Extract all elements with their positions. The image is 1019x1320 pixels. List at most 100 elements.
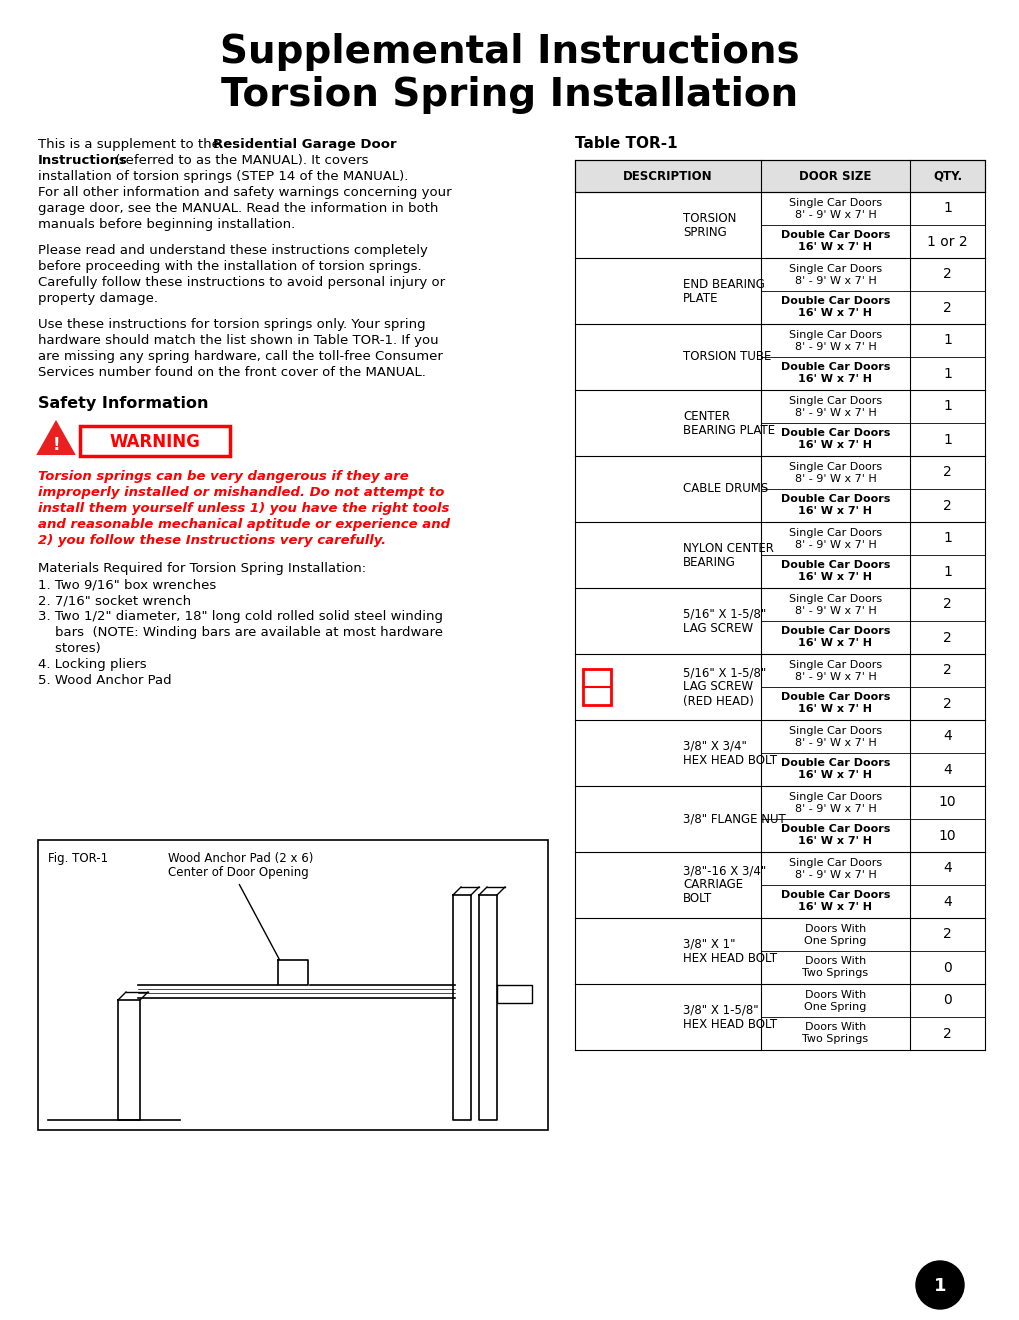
- Text: Double Car Doors: Double Car Doors: [781, 231, 890, 240]
- Polygon shape: [138, 985, 454, 998]
- Text: 2: 2: [943, 499, 951, 512]
- Text: Instructions: Instructions: [38, 154, 127, 168]
- Text: 1: 1: [943, 532, 951, 545]
- Text: 4: 4: [943, 862, 951, 875]
- Text: Safety Information: Safety Information: [38, 396, 208, 411]
- Text: END BEARING: END BEARING: [682, 277, 764, 290]
- Text: 16' W x 7' H: 16' W x 7' H: [798, 441, 871, 450]
- Text: BEARING PLATE: BEARING PLATE: [682, 424, 774, 437]
- Text: 8' - 9' W x 7' H: 8' - 9' W x 7' H: [794, 738, 875, 747]
- Text: Single Car Doors: Single Car Doors: [788, 528, 881, 537]
- Text: 2. 7/16" socket wrench: 2. 7/16" socket wrench: [38, 594, 191, 607]
- Text: 16' W x 7' H: 16' W x 7' H: [798, 309, 871, 318]
- Text: Double Car Doors: Double Car Doors: [781, 363, 890, 372]
- Text: Table TOR-1: Table TOR-1: [575, 136, 677, 150]
- Text: Double Car Doors: Double Car Doors: [781, 627, 890, 636]
- Text: BOLT: BOLT: [682, 892, 711, 906]
- Text: 5/16" X 1-5/8": 5/16" X 1-5/8": [682, 667, 765, 680]
- Text: Torsion springs can be very dangerous if they are: Torsion springs can be very dangerous if…: [38, 470, 409, 483]
- Text: property damage.: property damage.: [38, 292, 158, 305]
- Text: Single Car Doors: Single Car Doors: [788, 462, 881, 471]
- Text: Wood Anchor Pad (2 x 6): Wood Anchor Pad (2 x 6): [168, 851, 313, 865]
- Text: Please read and understand these instructions completely: Please read and understand these instruc…: [38, 244, 427, 257]
- Text: 3/8"-16 X 3/4": 3/8"-16 X 3/4": [682, 865, 765, 878]
- Text: CABLE DRUMS: CABLE DRUMS: [682, 483, 767, 495]
- Text: 3/8" FLANGE NUT: 3/8" FLANGE NUT: [682, 813, 785, 825]
- Text: Single Car Doors: Single Car Doors: [788, 330, 881, 339]
- Text: 2: 2: [943, 631, 951, 644]
- Text: 3/8" X 1-5/8": 3/8" X 1-5/8": [682, 1003, 758, 1016]
- Text: 1: 1: [943, 334, 951, 347]
- Text: 3/8" X 1": 3/8" X 1": [682, 937, 735, 950]
- Text: BEARING: BEARING: [682, 556, 735, 569]
- Text: 16' W x 7' H: 16' W x 7' H: [798, 771, 871, 780]
- Text: 16' W x 7' H: 16' W x 7' H: [798, 573, 871, 582]
- Text: 16' W x 7' H: 16' W x 7' H: [798, 705, 871, 714]
- Text: install them yourself unless 1) you have the right tools: install them yourself unless 1) you have…: [38, 502, 449, 515]
- Text: DOOR SIZE: DOOR SIZE: [799, 169, 871, 182]
- Text: 4: 4: [943, 730, 951, 743]
- Text: 16' W x 7' H: 16' W x 7' H: [798, 639, 871, 648]
- Text: HEX HEAD BOLT: HEX HEAD BOLT: [682, 952, 776, 965]
- Bar: [575, 160, 984, 191]
- Text: 4: 4: [943, 763, 951, 776]
- Text: Doors With: Doors With: [804, 990, 865, 999]
- Text: NYLON CENTER: NYLON CENTER: [682, 541, 773, 554]
- Text: bars  (NOTE: Winding bars are available at most hardware: bars (NOTE: Winding bars are available a…: [38, 626, 442, 639]
- Text: HEX HEAD BOLT: HEX HEAD BOLT: [682, 754, 776, 767]
- Text: manuals before beginning installation.: manuals before beginning installation.: [38, 218, 294, 231]
- Text: improperly installed or mishandled. Do not attempt to: improperly installed or mishandled. Do n…: [38, 486, 444, 499]
- Polygon shape: [479, 895, 496, 1119]
- Text: Double Car Doors: Double Car Doors: [781, 561, 890, 570]
- Text: Torsion Spring Installation: Torsion Spring Installation: [221, 77, 798, 114]
- Polygon shape: [118, 1001, 140, 1119]
- Text: 8' - 9' W x 7' H: 8' - 9' W x 7' H: [794, 672, 875, 681]
- Text: 1: 1: [943, 202, 951, 215]
- Text: Double Car Doors: Double Car Doors: [781, 759, 890, 768]
- Text: 4: 4: [943, 895, 951, 908]
- Text: Single Car Doors: Single Car Doors: [788, 594, 881, 603]
- Text: Use these instructions for torsion springs only. Your spring: Use these instructions for torsion sprin…: [38, 318, 425, 331]
- Text: 2: 2: [943, 598, 951, 611]
- Text: 2: 2: [943, 1027, 951, 1040]
- Text: installation of torsion springs (STEP 14 of the MANUAL).: installation of torsion springs (STEP 14…: [38, 170, 408, 183]
- Polygon shape: [278, 960, 308, 985]
- Text: Single Car Doors: Single Car Doors: [788, 264, 881, 273]
- Text: Residential Garage Door: Residential Garage Door: [213, 139, 396, 150]
- Text: are missing any spring hardware, call the toll-free Consumer: are missing any spring hardware, call th…: [38, 350, 442, 363]
- Text: Supplemental Instructions: Supplemental Instructions: [220, 33, 799, 71]
- Text: 0: 0: [943, 961, 951, 974]
- Text: One Spring: One Spring: [804, 1002, 866, 1011]
- Text: 3/8" X 3/4": 3/8" X 3/4": [682, 739, 746, 752]
- Text: 8' - 9' W x 7' H: 8' - 9' W x 7' H: [794, 276, 875, 285]
- Text: 8' - 9' W x 7' H: 8' - 9' W x 7' H: [794, 342, 875, 351]
- Text: hardware should match the list shown in Table TOR-1. If you: hardware should match the list shown in …: [38, 334, 438, 347]
- Text: 5. Wood Anchor Pad: 5. Wood Anchor Pad: [38, 675, 171, 686]
- Text: Materials Required for Torsion Spring Installation:: Materials Required for Torsion Spring In…: [38, 562, 366, 576]
- Text: 1: 1: [943, 433, 951, 446]
- Text: 1: 1: [943, 367, 951, 380]
- Text: 16' W x 7' H: 16' W x 7' H: [798, 837, 871, 846]
- Text: TORSION TUBE: TORSION TUBE: [682, 351, 770, 363]
- Text: Single Car Doors: Single Car Doors: [788, 858, 881, 867]
- Text: 8' - 9' W x 7' H: 8' - 9' W x 7' H: [794, 210, 875, 219]
- Text: and reasonable mechanical aptitude or experience and: and reasonable mechanical aptitude or ex…: [38, 517, 449, 531]
- Text: Two Springs: Two Springs: [802, 969, 868, 978]
- Text: LAG SCREW: LAG SCREW: [682, 681, 752, 693]
- Text: HEX HEAD BOLT: HEX HEAD BOLT: [682, 1018, 776, 1031]
- Bar: [38, 840, 547, 1130]
- Text: 16' W x 7' H: 16' W x 7' H: [798, 243, 871, 252]
- Text: 8' - 9' W x 7' H: 8' - 9' W x 7' H: [794, 474, 875, 483]
- Text: SPRING: SPRING: [682, 226, 726, 239]
- Text: Carefully follow these instructions to avoid personal injury or: Carefully follow these instructions to a…: [38, 276, 444, 289]
- Text: Doors With: Doors With: [804, 924, 865, 933]
- Text: Double Car Doors: Double Car Doors: [781, 891, 890, 900]
- Text: 16' W x 7' H: 16' W x 7' H: [798, 507, 871, 516]
- Text: 8' - 9' W x 7' H: 8' - 9' W x 7' H: [794, 540, 875, 549]
- Polygon shape: [38, 422, 74, 454]
- Text: Single Car Doors: Single Car Doors: [788, 396, 881, 405]
- Text: Double Car Doors: Double Car Doors: [781, 693, 890, 702]
- Text: 4. Locking pliers: 4. Locking pliers: [38, 657, 147, 671]
- Polygon shape: [452, 895, 471, 1119]
- Text: LAG SCREW: LAG SCREW: [682, 622, 752, 635]
